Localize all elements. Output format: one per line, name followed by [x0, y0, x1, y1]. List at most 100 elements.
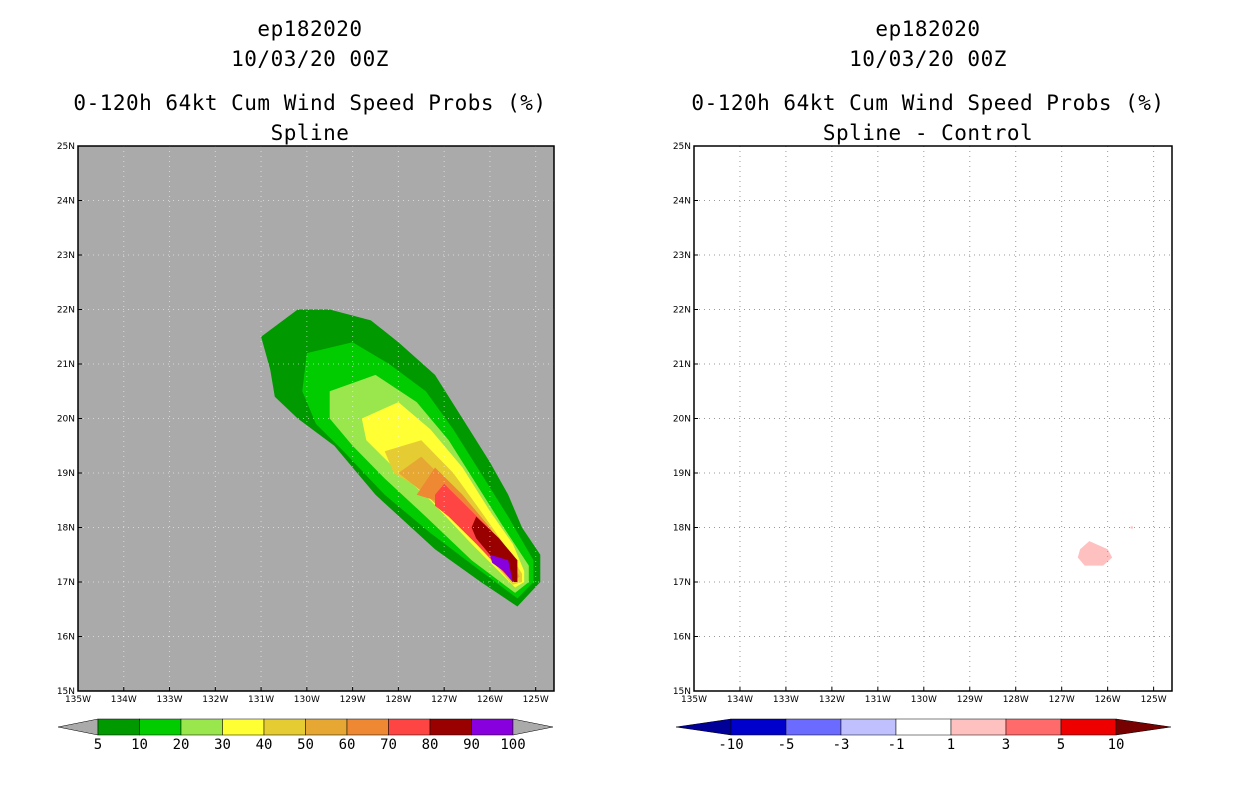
colorbar-box-5 — [1005, 718, 1062, 736]
contour-level-1b — [1130, 526, 1133, 529]
y-tick-label-17N: 17N — [57, 578, 75, 588]
colorbar-box-5 — [305, 718, 348, 736]
right-storm-id: ep182020 — [875, 17, 981, 41]
colorbar-box-9 — [471, 718, 514, 736]
colorbar-box-7 — [388, 718, 431, 736]
y-tick-label-25N: 25N — [57, 142, 75, 152]
y-tick-label-18N: 18N — [673, 524, 691, 534]
right-datetime: 10/03/20 00Z — [849, 47, 1007, 71]
colorbar-label-4: 1 — [947, 737, 955, 753]
right-chart-subtitle: Spline - Control — [822, 121, 1034, 145]
plot-background — [694, 146, 1172, 691]
x-tick-label-125W: 125W — [523, 695, 549, 705]
colorbar-box-1 — [785, 718, 842, 736]
colorbar-label-1: 10 — [131, 737, 148, 753]
y-tick-label-22N: 22N — [673, 306, 691, 316]
colorbar-under-triangle — [57, 718, 99, 736]
x-tick-label-125W: 125W — [1141, 695, 1167, 705]
y-tick-label-24N: 24N — [673, 197, 691, 207]
right-chart-title-block: 0-120h 64kt Cum Wind Speed Probs (%) Spl… — [618, 88, 1236, 148]
x-tick-label-127W: 127W — [1049, 695, 1075, 705]
colorbar-label-6: 5 — [1057, 737, 1065, 753]
colorbar-label-10: 100 — [500, 737, 525, 753]
y-tick-label-20N: 20N — [673, 415, 691, 425]
colorbar-label-7: 70 — [380, 737, 397, 753]
x-tick-label-130W: 130W — [294, 695, 320, 705]
colorbar-box-3 — [222, 718, 265, 736]
left-chart-subtitle: Spline — [270, 121, 350, 145]
colorbar-box-4 — [950, 718, 1007, 736]
colorbar-over-triangle — [512, 718, 554, 736]
x-tick-label-133W: 133W — [773, 695, 799, 705]
colorbar-label-9: 90 — [463, 737, 480, 753]
colorbar-label-4: 40 — [256, 737, 273, 753]
colorbar-box-3 — [895, 718, 952, 736]
contour-level-90 — [489, 554, 513, 582]
x-tick-label-126W: 126W — [1095, 695, 1121, 705]
colorbar-label-7: 10 — [1108, 737, 1125, 753]
x-tick-label-135W: 135W — [65, 695, 91, 705]
colorbar: 5 10 20 30 40 50 60 70 80 90 100 — [57, 718, 554, 753]
y-tick-label-15N: 15N — [57, 687, 75, 697]
colorbar-label-1: -5 — [778, 737, 795, 753]
left-datetime: 10/03/20 00Z — [231, 47, 389, 71]
colorbar-label-3: 30 — [214, 737, 231, 753]
colorbar-box-6 — [1060, 718, 1117, 736]
colorbar-over-triangle — [1115, 718, 1172, 736]
colorbar-label-8: 80 — [422, 737, 439, 753]
x-tick-label-126W: 126W — [477, 695, 503, 705]
x-tick-label-128W: 128W — [1003, 695, 1029, 705]
y-tick-label-20N: 20N — [57, 415, 75, 425]
x-tick-label-129W: 129W — [957, 695, 983, 705]
colorbar-box-4 — [263, 718, 306, 736]
x-tick-label-132W: 132W — [819, 695, 845, 705]
y-tick-label-23N: 23N — [673, 251, 691, 261]
colorbar-box-0 — [97, 718, 140, 736]
colorbar-box-8 — [429, 718, 472, 736]
y-tick-label-15N: 15N — [673, 687, 691, 697]
y-tick-label-17N: 17N — [673, 578, 691, 588]
x-tick-label-131W: 131W — [248, 695, 274, 705]
colorbar-label-3: -1 — [888, 737, 905, 753]
right-title-block: ep182020 10/03/20 00Z — [618, 14, 1236, 74]
colorbar-label-5: 3 — [1002, 737, 1010, 753]
y-tick-label-21N: 21N — [673, 360, 691, 370]
x-tick-label-134W: 134W — [727, 695, 753, 705]
left-chart-title-block: 0-120h 64kt Cum Wind Speed Probs (%) Spl… — [0, 88, 620, 148]
y-tick-label-16N: 16N — [57, 633, 75, 643]
colorbar-box-2 — [840, 718, 897, 736]
y-tick-label-19N: 19N — [57, 469, 75, 479]
x-tick-label-127W: 127W — [431, 695, 457, 705]
panel-spline: 135W 134W 133W 132W 131W 130W 129W 128W 127W 126W… — [57, 142, 555, 753]
left-title-block: ep182020 10/03/20 00Z — [0, 14, 620, 74]
x-tick-label-129W: 129W — [340, 695, 366, 705]
y-tick-label-22N: 22N — [57, 306, 75, 316]
y-tick-label-19N: 19N — [673, 469, 691, 479]
x-tick-label-130W: 130W — [911, 695, 937, 705]
colorbar: -10 -5 -3 -1 1 3 5 10 — [675, 718, 1172, 753]
colorbar-label-2: 20 — [173, 737, 190, 753]
y-tick-label-25N: 25N — [673, 142, 691, 152]
left-chart-title: 0-120h 64kt Cum Wind Speed Probs (%) — [73, 91, 547, 115]
colorbar-label-6: 60 — [339, 737, 356, 753]
left-storm-id: ep182020 — [257, 17, 363, 41]
x-tick-label-134W: 134W — [111, 695, 137, 705]
colorbar-label-2: -3 — [833, 737, 850, 753]
y-tick-label-24N: 24N — [57, 197, 75, 207]
x-tick-label-133W: 133W — [156, 695, 182, 705]
y-tick-label-16N: 16N — [673, 633, 691, 643]
panel-spline-minus-control: 135W 134W 133W 132W 131W 130W 129W 128W 127W 126W… — [673, 142, 1173, 753]
right-chart-title: 0-120h 64kt Cum Wind Speed Probs (%) — [691, 91, 1165, 115]
colorbar-label-0: -10 — [718, 737, 743, 753]
colorbar-under-triangle — [675, 718, 732, 736]
colorbar-label-0: 5 — [94, 737, 102, 753]
contour-level-1 — [1077, 541, 1113, 566]
y-tick-label-21N: 21N — [57, 360, 75, 370]
colorbar-box-2 — [180, 718, 223, 736]
y-tick-label-23N: 23N — [57, 251, 75, 261]
colorbar-box-6 — [346, 718, 389, 736]
colorbar-box-1 — [139, 718, 182, 736]
x-tick-label-132W: 132W — [202, 695, 228, 705]
y-tick-label-18N: 18N — [57, 524, 75, 534]
